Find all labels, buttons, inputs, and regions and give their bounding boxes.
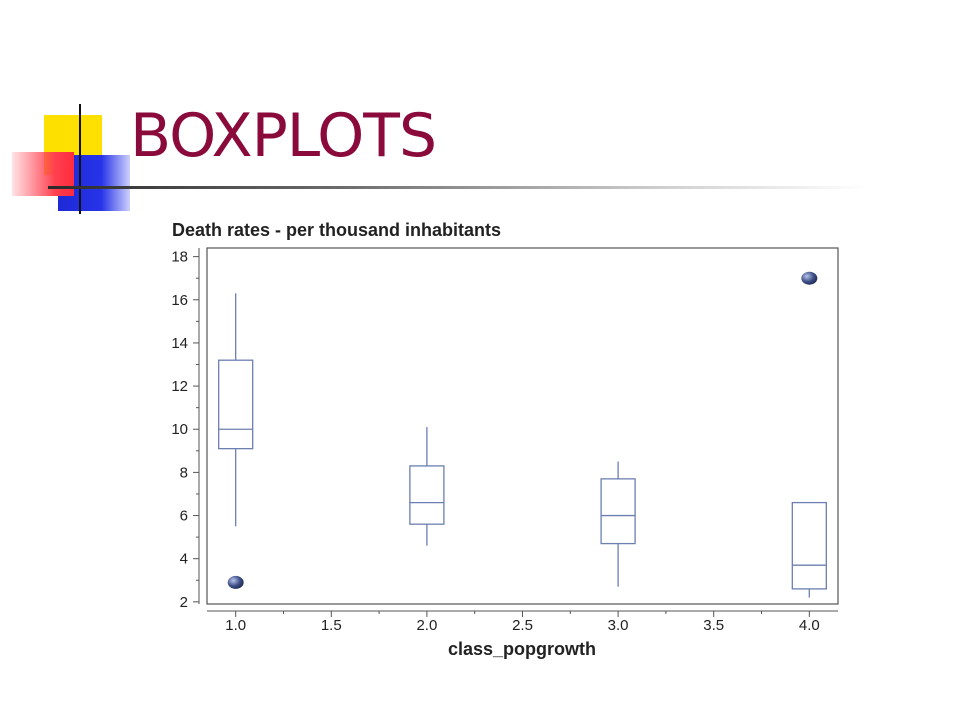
- title-rule: [48, 186, 868, 189]
- box-group: [600, 461, 636, 587]
- plot-frame: [206, 247, 839, 605]
- y-tick-label: 4: [180, 551, 188, 568]
- iqr-box: [218, 359, 254, 450]
- iqr-box: [791, 501, 827, 590]
- y-tick-label: 6: [180, 508, 188, 525]
- iqr-box: [600, 478, 636, 545]
- outlier-point: [801, 271, 818, 285]
- slide-title: BOXPLOTS: [130, 101, 437, 171]
- boxes: [218, 271, 827, 598]
- x-tick-label: 3.0: [608, 617, 629, 634]
- x-tick-label: 1.5: [321, 617, 342, 634]
- x-tick-label: 1.0: [225, 617, 246, 634]
- x-tick-label: 4.0: [799, 617, 820, 634]
- box-group: [791, 271, 827, 598]
- x-tick-label: 2.5: [512, 617, 533, 634]
- x-axis: 1.0 1.5 2.0 2.5 3.0 3.5 4.0: [207, 610, 838, 634]
- x-tick-label: 3.5: [703, 617, 724, 634]
- y-axis: 2 4 6 8 10 12 14 16 18: [171, 248, 200, 611]
- x-axis-label: class_popgrowth: [448, 639, 596, 659]
- y-tick-label: 16: [171, 292, 188, 309]
- y-tick-label: 8: [180, 464, 188, 481]
- y-tick-label: 14: [171, 335, 188, 352]
- y-tick-label: 10: [171, 421, 188, 438]
- iqr-box: [409, 465, 445, 525]
- y-tick-label: 2: [180, 594, 188, 611]
- plot-title: Death rates - per thousand inhabitants: [172, 220, 501, 240]
- y-tick-label: 18: [171, 249, 188, 266]
- x-tick-label: 2.0: [416, 617, 437, 634]
- box-group: [218, 293, 254, 589]
- deco-vertical-line: [79, 104, 81, 214]
- y-tick-label: 12: [171, 378, 188, 395]
- box-group: [409, 427, 445, 546]
- outlier-point: [227, 575, 244, 589]
